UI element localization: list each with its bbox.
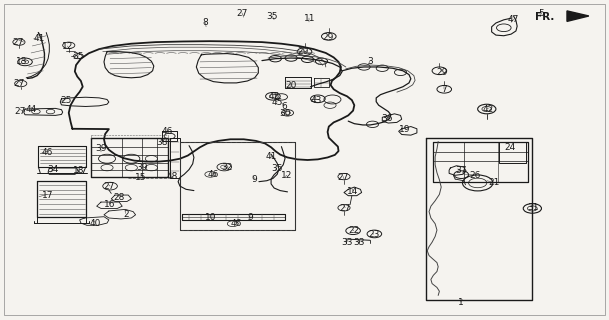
Text: 45: 45 (272, 98, 283, 107)
Text: 39: 39 (95, 144, 107, 153)
Text: 33: 33 (353, 238, 365, 247)
Text: 46: 46 (161, 127, 173, 136)
Text: 17: 17 (42, 191, 53, 200)
Text: 41: 41 (33, 34, 44, 43)
Text: 24: 24 (505, 143, 516, 152)
Text: 38: 38 (157, 138, 168, 147)
Text: 29: 29 (297, 47, 308, 56)
Text: 26: 26 (469, 171, 481, 180)
Text: FR.: FR. (535, 12, 555, 22)
Text: 27: 27 (12, 38, 23, 47)
Text: 27: 27 (340, 204, 351, 213)
Text: 34: 34 (48, 165, 58, 174)
Text: 3: 3 (367, 57, 373, 66)
Text: 19: 19 (399, 125, 410, 134)
Text: 20: 20 (286, 81, 297, 90)
Text: 16: 16 (104, 200, 116, 209)
Text: 11: 11 (304, 14, 315, 23)
Text: 5: 5 (538, 9, 544, 18)
Text: 46: 46 (42, 148, 53, 156)
Text: 33: 33 (341, 238, 353, 247)
Text: 22: 22 (348, 226, 359, 235)
Text: 47: 47 (508, 15, 519, 24)
Text: 15: 15 (135, 173, 147, 182)
Text: 39: 39 (136, 163, 147, 172)
Text: 44: 44 (26, 105, 37, 114)
Text: 9: 9 (252, 175, 258, 184)
Text: 35: 35 (72, 52, 84, 61)
Text: 36: 36 (381, 114, 393, 123)
Text: 31: 31 (527, 203, 539, 212)
Text: 46: 46 (231, 219, 242, 228)
Text: 1: 1 (458, 298, 463, 307)
Text: 27: 27 (236, 9, 248, 18)
Text: 35: 35 (267, 12, 278, 21)
Text: 30: 30 (280, 109, 291, 118)
Text: 45: 45 (269, 92, 280, 101)
Text: 46: 46 (208, 170, 219, 179)
Text: 29: 29 (322, 33, 333, 42)
Text: 13: 13 (16, 57, 28, 66)
Text: 14: 14 (347, 188, 359, 196)
Text: 12: 12 (62, 42, 73, 52)
Text: 27: 27 (15, 107, 26, 116)
Text: 42: 42 (483, 105, 495, 114)
Text: 27: 27 (338, 173, 349, 182)
Text: 37: 37 (455, 166, 466, 175)
Text: 10: 10 (205, 213, 216, 222)
Text: 7: 7 (442, 85, 447, 94)
Text: 2: 2 (123, 210, 128, 219)
Text: 9: 9 (247, 213, 253, 222)
Text: 32: 32 (222, 164, 233, 172)
Text: 21: 21 (488, 179, 500, 188)
Text: 48: 48 (166, 172, 178, 181)
Text: 6: 6 (281, 102, 287, 111)
Text: 25: 25 (60, 96, 71, 105)
Text: 28: 28 (113, 193, 125, 202)
Text: 18: 18 (72, 166, 84, 175)
Text: 27: 27 (103, 182, 114, 191)
Text: 12: 12 (281, 172, 292, 180)
Text: 29: 29 (436, 68, 448, 77)
Polygon shape (567, 11, 589, 21)
Text: 41: 41 (266, 152, 276, 161)
Text: 40: 40 (89, 219, 100, 228)
Text: 23: 23 (368, 230, 379, 239)
Text: 35: 35 (271, 164, 283, 173)
Text: 27: 27 (13, 79, 24, 88)
Text: 8: 8 (203, 19, 208, 28)
Text: 43: 43 (311, 96, 322, 105)
